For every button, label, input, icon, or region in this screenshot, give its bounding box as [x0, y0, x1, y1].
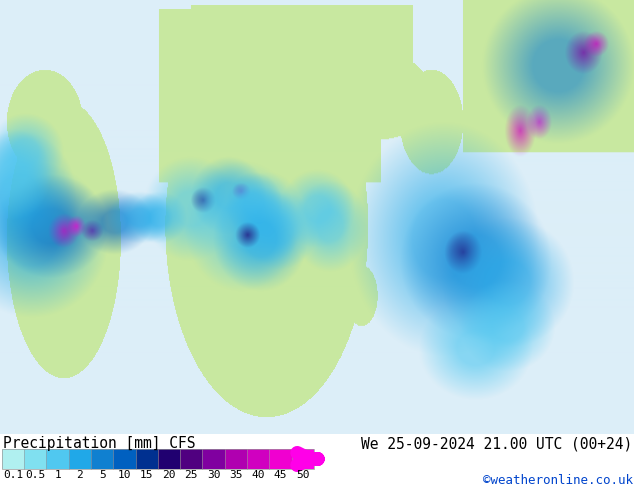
- Text: 10: 10: [118, 470, 131, 480]
- Bar: [202, 449, 224, 468]
- Bar: [180, 449, 202, 468]
- Text: Precipitation [mm] CFS: Precipitation [mm] CFS: [3, 437, 196, 451]
- Bar: [2, 449, 24, 468]
- Bar: [224, 449, 247, 468]
- Bar: [68, 449, 91, 468]
- Text: 5: 5: [99, 470, 105, 480]
- Text: 45: 45: [274, 470, 287, 480]
- Bar: [24, 449, 46, 468]
- Text: We 25-09-2024 21.00 UTC (00+24): We 25-09-2024 21.00 UTC (00+24): [361, 437, 633, 451]
- Text: 1: 1: [55, 470, 61, 480]
- Text: 25: 25: [184, 470, 198, 480]
- Bar: [247, 449, 269, 468]
- Bar: [113, 449, 136, 468]
- Bar: [46, 449, 68, 468]
- Bar: [269, 449, 292, 468]
- Text: 2: 2: [77, 470, 83, 480]
- Bar: [158, 449, 180, 468]
- Bar: [136, 449, 158, 468]
- Bar: [91, 449, 113, 468]
- Text: 40: 40: [251, 470, 265, 480]
- Text: 20: 20: [162, 470, 176, 480]
- Bar: [292, 449, 314, 468]
- Text: 35: 35: [229, 470, 243, 480]
- Text: 0.5: 0.5: [25, 470, 46, 480]
- Text: ©weatheronline.co.uk: ©weatheronline.co.uk: [482, 474, 633, 487]
- Bar: [2, 449, 314, 468]
- Text: 0.1: 0.1: [3, 470, 23, 480]
- Text: 15: 15: [140, 470, 153, 480]
- Text: 30: 30: [207, 470, 221, 480]
- Text: 50: 50: [296, 470, 309, 480]
